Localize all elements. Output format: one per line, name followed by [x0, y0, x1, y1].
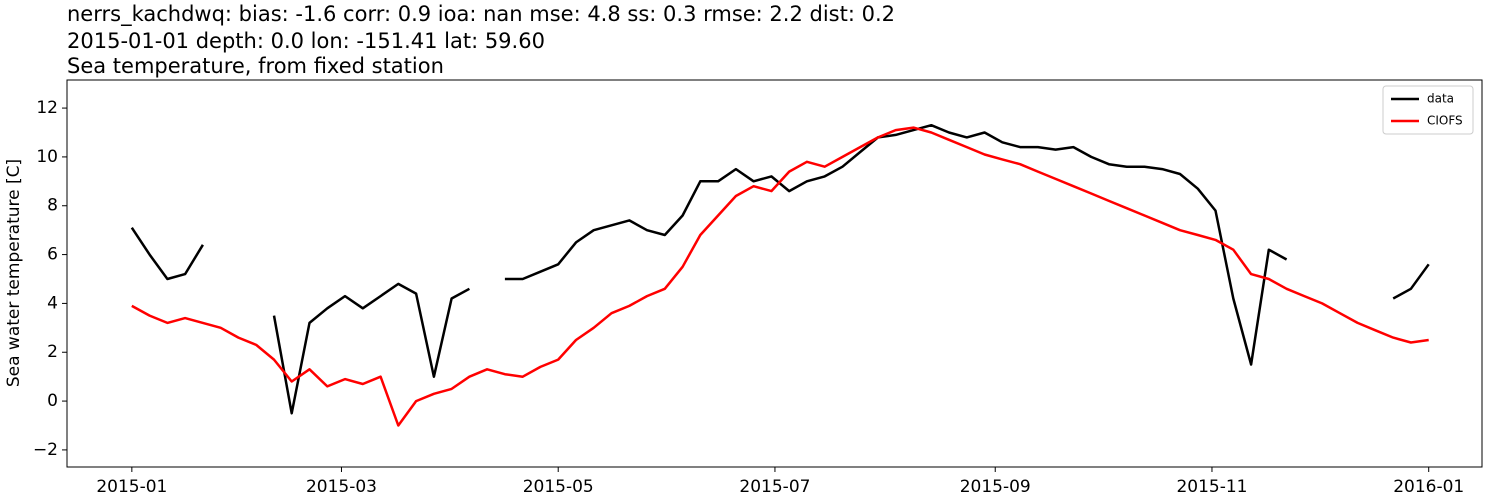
x-tick-label: 2015-05 — [523, 477, 594, 497]
y-tick-label: 0 — [47, 391, 58, 411]
x-tick-label: 2015-03 — [306, 477, 377, 497]
line — [131, 126, 1429, 427]
y-tick-label: 10 — [36, 147, 58, 167]
y-tick-label: 12 — [36, 98, 58, 118]
line — [130, 123, 1430, 415]
y-tick-label: −2 — [33, 440, 58, 460]
legend-label: data — [1427, 92, 1454, 106]
x-tick-label: 2015-09 — [960, 477, 1031, 497]
chart-subtitle: Sea temperature, from fixed station — [67, 54, 444, 78]
y-tick-label: 8 — [47, 196, 58, 216]
y-axis-label: Sea water temperature [C] — [4, 159, 24, 387]
plot-frame — [66, 79, 1483, 468]
y-tick-label: 4 — [47, 293, 58, 313]
y-tick-label: 6 — [47, 245, 58, 265]
y-tick-label: 2 — [47, 342, 58, 362]
x-tick-label: 2015-01 — [96, 477, 167, 497]
x-tick-label: 2016-01 — [1393, 477, 1464, 497]
chart-title: nerrs_kachdwq: bias: -1.6 corr: 0.9 ioa:… — [67, 2, 895, 27]
x-tick-label: 2015-11 — [1176, 477, 1247, 497]
x-tick-label: 2015-07 — [739, 477, 810, 497]
legend-label: CIOFS — [1427, 114, 1463, 128]
chart-subtitle: 2015-01-01 depth: 0.0 lon: -151.41 lat: … — [67, 29, 545, 53]
